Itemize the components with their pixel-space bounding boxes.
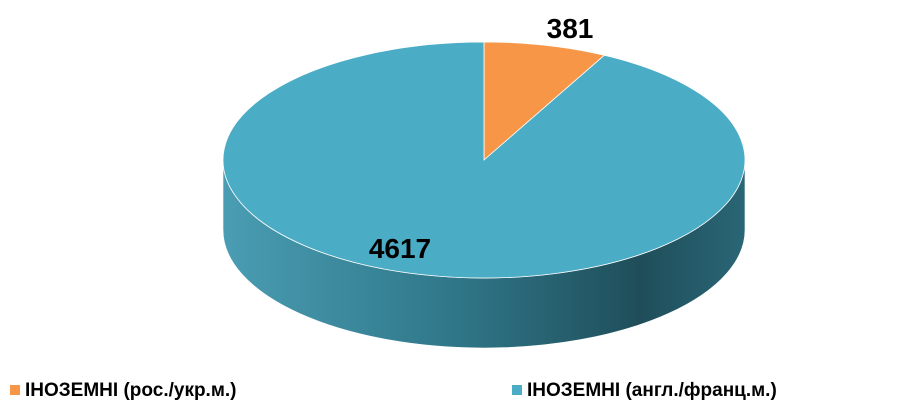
legend-swatch [512,385,522,395]
data-label: 381 [547,13,594,44]
slice [222,41,746,279]
legend-label: ІНОЗЕМНІ (рос./укр.м.) [25,380,237,401]
data-label: 4617 [369,233,431,264]
slice [483,41,606,161]
legend-swatch [10,385,20,395]
legend-label: ІНОЗЕМНІ (англ./франц.м.) [527,380,777,401]
